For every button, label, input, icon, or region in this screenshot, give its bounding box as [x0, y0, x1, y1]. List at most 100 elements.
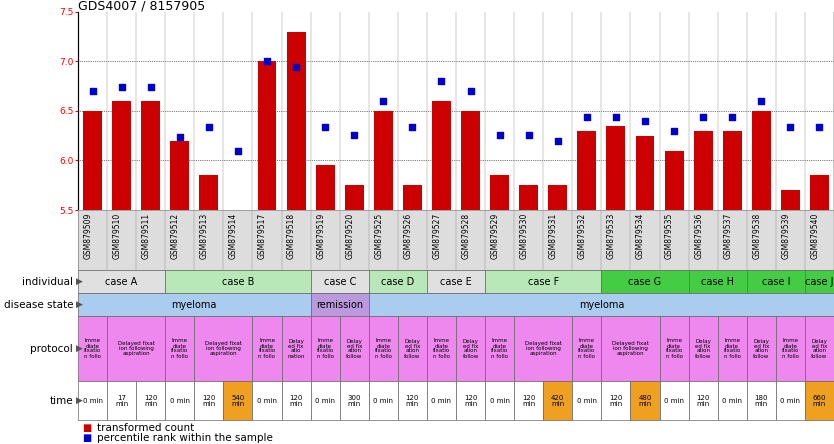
- Bar: [485, 270, 601, 293]
- Bar: [723, 131, 741, 210]
- Bar: [694, 131, 712, 210]
- Point: [784, 123, 797, 131]
- Text: 0 min: 0 min: [431, 397, 451, 404]
- Bar: [253, 316, 282, 381]
- Point: [260, 58, 274, 65]
- Bar: [339, 316, 369, 381]
- Text: ▶: ▶: [76, 396, 83, 405]
- Text: 17
min: 17 min: [115, 395, 128, 407]
- Text: 120
min: 120 min: [202, 395, 215, 407]
- Text: myeloma: myeloma: [172, 300, 217, 309]
- Bar: [78, 293, 310, 316]
- Text: 120
min: 120 min: [144, 395, 158, 407]
- Text: 120
min: 120 min: [464, 395, 477, 407]
- Bar: [520, 185, 538, 210]
- Text: percentile rank within the sample: percentile rank within the sample: [98, 433, 273, 443]
- Bar: [461, 111, 480, 210]
- Text: Delay
ed fix
ation
follow: Delay ed fix ation follow: [404, 338, 420, 358]
- Text: GSM879519: GSM879519: [316, 213, 325, 259]
- Point: [755, 98, 768, 105]
- Bar: [548, 185, 567, 210]
- Bar: [369, 381, 398, 420]
- Bar: [660, 381, 689, 420]
- Bar: [194, 381, 224, 420]
- Bar: [718, 381, 746, 420]
- Text: Imme
diate
fixatio
n follo: Imme diate fixatio n follo: [259, 338, 275, 358]
- Bar: [514, 381, 543, 420]
- Bar: [601, 270, 689, 293]
- Bar: [543, 381, 572, 420]
- Bar: [746, 270, 805, 293]
- Bar: [287, 32, 305, 210]
- Text: 120
min: 120 min: [405, 395, 419, 407]
- Point: [551, 137, 565, 144]
- Text: Imme
diate
fixatio
n follo: Imme diate fixatio n follo: [781, 338, 799, 358]
- Text: 120
min: 120 min: [609, 395, 623, 407]
- Bar: [78, 270, 165, 293]
- Text: case F: case F: [528, 277, 559, 286]
- Text: GSM879528: GSM879528: [461, 213, 470, 259]
- Bar: [316, 166, 334, 210]
- Text: Imme
diate
fixatio
n follo: Imme diate fixatio n follo: [171, 338, 188, 358]
- Point: [115, 83, 128, 91]
- Text: case D: case D: [381, 277, 414, 286]
- Text: Delay
ed fix
ation
follow: Delay ed fix ation follow: [811, 338, 827, 358]
- Text: 480
min: 480 min: [638, 395, 651, 407]
- Bar: [224, 381, 253, 420]
- Bar: [456, 316, 485, 381]
- Bar: [170, 141, 189, 210]
- Text: 0 min: 0 min: [577, 397, 597, 404]
- Text: Delay
ed fix
atio
nation: Delay ed fix atio nation: [288, 338, 304, 358]
- Bar: [107, 381, 136, 420]
- Text: GSM879540: GSM879540: [811, 213, 820, 259]
- Bar: [746, 381, 776, 420]
- Point: [405, 123, 419, 131]
- Text: GSM879535: GSM879535: [665, 213, 674, 259]
- Text: case C: case C: [324, 277, 356, 286]
- Text: ▶: ▶: [76, 344, 83, 353]
- Text: myeloma: myeloma: [579, 300, 624, 309]
- Bar: [258, 62, 276, 210]
- Bar: [490, 175, 509, 210]
- Point: [493, 131, 506, 139]
- Bar: [427, 270, 485, 293]
- Text: GSM879536: GSM879536: [694, 213, 703, 259]
- Bar: [601, 316, 660, 381]
- Bar: [601, 381, 631, 420]
- Text: 180
min: 180 min: [755, 395, 768, 407]
- Bar: [606, 126, 626, 210]
- Text: 120
min: 120 min: [289, 395, 303, 407]
- Text: Delayed fixat
ion following
aspiration: Delayed fixat ion following aspiration: [205, 341, 242, 356]
- Text: Imme
diate
fixatio
n follo: Imme diate fixatio n follo: [578, 338, 595, 358]
- Text: Imme
diate
fixatio
n follo: Imme diate fixatio n follo: [317, 338, 334, 358]
- Bar: [282, 381, 310, 420]
- Text: Delayed fixat
ion following
aspiration: Delayed fixat ion following aspiration: [525, 341, 561, 356]
- Bar: [165, 316, 194, 381]
- Text: 0 min: 0 min: [315, 397, 335, 404]
- Text: Imme
diate
fixatio
n follo: Imme diate fixatio n follo: [84, 338, 101, 358]
- Bar: [344, 185, 364, 210]
- Text: 0 min: 0 min: [170, 397, 190, 404]
- Text: ■: ■: [83, 433, 92, 443]
- Bar: [136, 381, 165, 420]
- Text: GSM879509: GSM879509: [83, 213, 93, 259]
- Text: ■: ■: [83, 423, 92, 433]
- Point: [522, 131, 535, 139]
- Bar: [369, 316, 398, 381]
- Bar: [432, 101, 451, 210]
- Bar: [107, 316, 165, 381]
- Text: GSM879530: GSM879530: [520, 213, 529, 259]
- Text: GSM879512: GSM879512: [171, 213, 180, 259]
- Bar: [689, 270, 746, 293]
- Text: GSM879532: GSM879532: [578, 213, 587, 259]
- Bar: [78, 381, 107, 420]
- Point: [377, 98, 390, 105]
- Bar: [310, 381, 339, 420]
- Bar: [514, 316, 572, 381]
- Bar: [403, 185, 422, 210]
- Text: GSM879537: GSM879537: [723, 213, 732, 259]
- Bar: [253, 381, 282, 420]
- Text: case A: case A: [105, 277, 138, 286]
- Text: 120
min: 120 min: [522, 395, 535, 407]
- Point: [610, 113, 623, 120]
